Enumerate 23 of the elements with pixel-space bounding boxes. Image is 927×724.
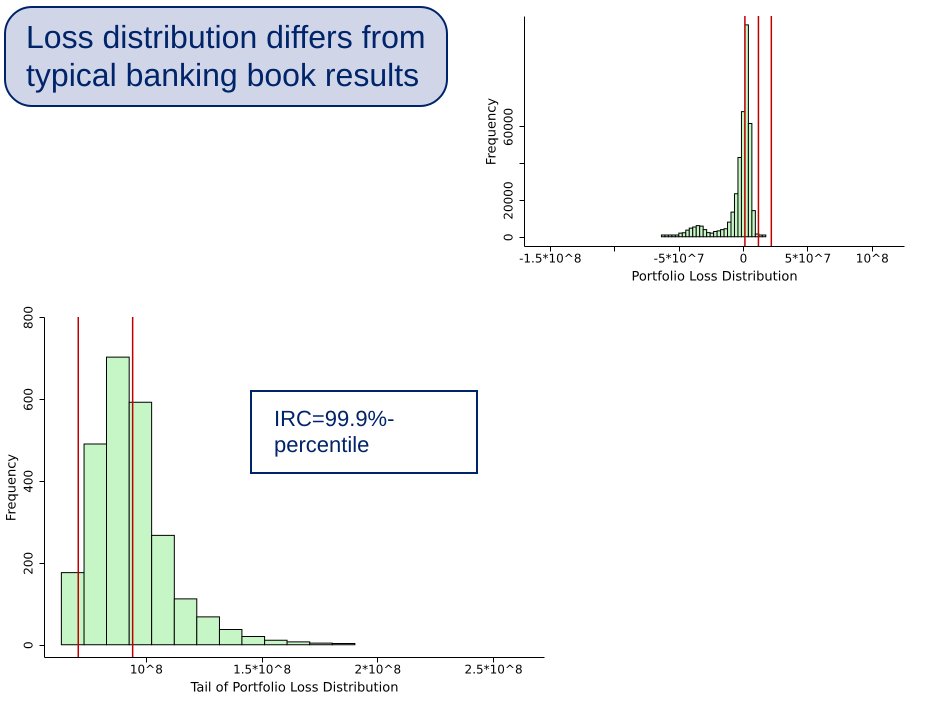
- y-tick-label: 400: [22, 470, 36, 493]
- x-tick-label: 5*10^7: [784, 252, 832, 266]
- x-tick-label: 0: [740, 252, 748, 266]
- annotation: IRC=99.9%-percentile: [250, 390, 478, 474]
- y-axis-title: Frequency: [4, 454, 20, 522]
- y-tick-label: 200: [22, 552, 36, 575]
- y-tick-label: 800: [22, 306, 36, 329]
- x-axis-title: Tail of Portfolio Loss Distribution: [190, 680, 398, 696]
- y-tick-label: 600: [22, 388, 36, 411]
- x-tick-label: 10^8: [130, 662, 163, 676]
- y-axis-title: Frequency: [484, 98, 500, 166]
- x-tick-label: -5*10^7: [654, 252, 705, 266]
- y-tick-label: 0: [502, 233, 516, 242]
- y-tick-label: 0: [22, 641, 36, 650]
- x-tick-label: 2.5*10^8: [464, 662, 523, 676]
- x-axis-title: Portfolio Loss Distribution: [631, 270, 798, 284]
- text: Loss distribution differs from typical banking book results: [4, 6, 448, 107]
- x-tick-label: 1.5*10^8: [233, 662, 292, 676]
- y-tick-label: 20000: [502, 181, 516, 220]
- x-tick-label: -1.5*10^8: [519, 252, 582, 266]
- x-tick-label: 10^8: [856, 252, 889, 266]
- y-tick-label: 60000: [502, 108, 516, 146]
- x-tick-label: 2*10^8: [354, 662, 402, 676]
